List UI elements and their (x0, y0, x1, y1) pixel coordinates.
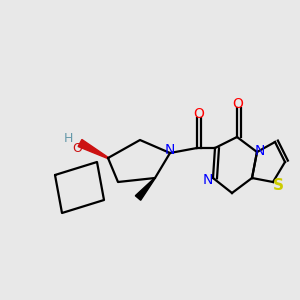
Text: N: N (203, 173, 213, 187)
Text: S: S (272, 178, 284, 193)
Text: O: O (72, 142, 82, 154)
Text: H: H (63, 131, 73, 145)
Polygon shape (135, 178, 155, 200)
Text: O: O (193, 107, 204, 121)
Text: N: N (255, 144, 265, 158)
Text: O: O (232, 97, 243, 111)
Polygon shape (78, 140, 108, 158)
Text: N: N (165, 143, 175, 157)
